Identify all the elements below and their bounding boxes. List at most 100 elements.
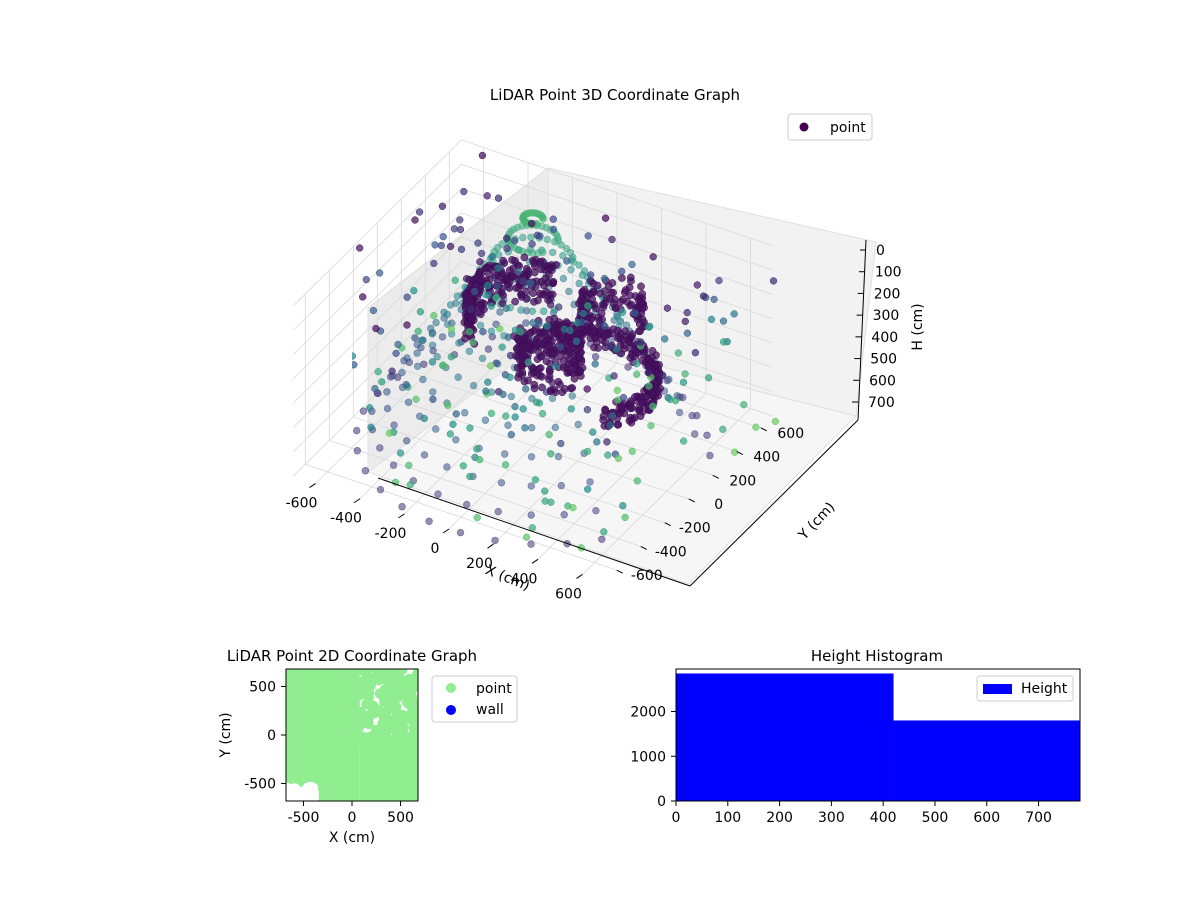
scatter-point-3d xyxy=(740,401,748,409)
wall-point-3d xyxy=(617,403,626,411)
scatter-point-3d xyxy=(601,214,610,222)
chart-3d-points xyxy=(290,151,780,552)
scatter-point-3d xyxy=(554,331,563,339)
wall-point-3d xyxy=(511,297,519,306)
point-3d xyxy=(688,411,696,420)
scatter-point-3d xyxy=(457,245,466,254)
x-tick-3d xyxy=(353,498,361,504)
scatter-point-3d xyxy=(707,315,716,324)
point-3d xyxy=(398,368,406,377)
scatter-point-3d xyxy=(547,450,555,458)
point-3d xyxy=(463,500,471,509)
scatter-point-3d xyxy=(388,367,396,375)
chart-3d-title: LiDAR Point 3D Coordinate Graph xyxy=(490,86,740,104)
grid-line-h-6 xyxy=(292,285,773,453)
wall-point-3d xyxy=(484,270,493,278)
chart-2d-legend-wall-label: wall xyxy=(476,702,504,718)
chart-3d-z-label: H (cm) xyxy=(910,303,926,350)
scatter-point-3d xyxy=(577,544,585,552)
scatter-point-3d xyxy=(496,325,504,333)
x-tick-3d xyxy=(309,483,316,489)
scatter-point-3d xyxy=(693,281,701,289)
scatter-point-3d xyxy=(471,287,479,296)
scatter-point-3d xyxy=(447,353,455,361)
point-3d xyxy=(481,416,490,424)
wall-point-3d xyxy=(618,274,626,282)
point-3d xyxy=(383,404,392,413)
z-tick-label-3d: 500 xyxy=(870,352,897,368)
scatter-point-3d xyxy=(589,428,597,436)
scatter-point-3d xyxy=(290,319,297,326)
point-3d xyxy=(452,436,460,444)
point-3d xyxy=(359,407,368,415)
scatter-point-3d xyxy=(476,456,484,464)
histogram-frame xyxy=(675,668,1081,802)
scatter-point-3d xyxy=(450,225,459,233)
wall-point-3d xyxy=(576,343,584,352)
point-3d xyxy=(527,482,535,490)
point-3d xyxy=(527,233,535,242)
scatter-point-3d xyxy=(584,232,592,240)
x-tick-label-hist: 200 xyxy=(766,810,793,826)
scatter-point-3d xyxy=(543,322,551,330)
point-2d xyxy=(358,675,369,686)
scatter-point-3d xyxy=(484,378,492,386)
scatter-point-3d xyxy=(479,328,487,336)
scatter-point-3d xyxy=(447,325,456,333)
point-3d xyxy=(706,451,714,460)
scatter-point-3d xyxy=(604,451,612,459)
point-3d xyxy=(507,392,515,401)
chart-histogram: Height Histogram 0 100 200 300 400 500 600 7000… xyxy=(630,647,1081,826)
point-2d xyxy=(391,721,401,732)
scatter-point-3d xyxy=(406,481,414,489)
wall-point-3d xyxy=(483,263,491,272)
scatter-point-3d xyxy=(557,439,565,448)
scatter-point-3d xyxy=(459,462,467,470)
point-3d xyxy=(469,381,478,390)
scatter-point-3d xyxy=(332,318,339,325)
z-tick-label-3d: 600 xyxy=(869,373,896,389)
scatter-point-3d xyxy=(546,291,554,299)
histogram-title: Height Histogram xyxy=(811,647,943,665)
scatter-point-3d xyxy=(506,373,514,381)
wall-point-3d xyxy=(529,289,537,297)
scatter-point-3d xyxy=(715,276,723,285)
scatter-point-3d xyxy=(460,187,468,196)
y-tick-3d xyxy=(640,545,647,550)
chart-2d-y-label: Y (cm) xyxy=(218,712,234,758)
scatter-point-3d xyxy=(467,305,475,313)
scatter-point-3d xyxy=(584,302,592,310)
scatter-point-3d xyxy=(462,275,471,283)
scatter-point-3d xyxy=(430,312,438,320)
y-tick-3d xyxy=(712,474,719,479)
scatter-point-3d xyxy=(378,378,386,386)
scatter-point-3d xyxy=(487,409,496,418)
scatter-point-3d xyxy=(659,371,667,379)
point-3d xyxy=(444,320,452,328)
chart-3d-y-axis-line xyxy=(689,419,859,587)
scatter-point-3d xyxy=(465,328,474,336)
point-3d xyxy=(413,362,422,370)
point-2d xyxy=(381,695,392,706)
point-3d xyxy=(675,408,684,417)
scatter-point-3d xyxy=(456,216,464,224)
scatter-point-3d xyxy=(600,274,609,283)
point-3d xyxy=(478,354,487,363)
scatter-point-3d xyxy=(612,345,621,353)
wall-point-3d xyxy=(522,264,531,273)
scatter-point-3d xyxy=(484,291,492,299)
scatter-point-3d xyxy=(428,358,437,366)
z-tick-label-3d: 100 xyxy=(875,265,902,281)
scatter-point-3d xyxy=(478,151,487,160)
point-3d xyxy=(420,360,428,368)
scatter-point-3d xyxy=(591,360,599,368)
point-3d xyxy=(353,447,361,455)
wall-point-3d xyxy=(530,297,538,306)
wall-point-3d xyxy=(568,384,577,392)
wall-point-3d xyxy=(600,332,609,341)
y-tick-label-3d: -400 xyxy=(655,544,687,560)
scatter-point-3d xyxy=(416,308,425,316)
point-3d xyxy=(428,330,436,338)
scatter-point-3d xyxy=(645,382,653,390)
scatter-point-3d xyxy=(645,323,653,331)
